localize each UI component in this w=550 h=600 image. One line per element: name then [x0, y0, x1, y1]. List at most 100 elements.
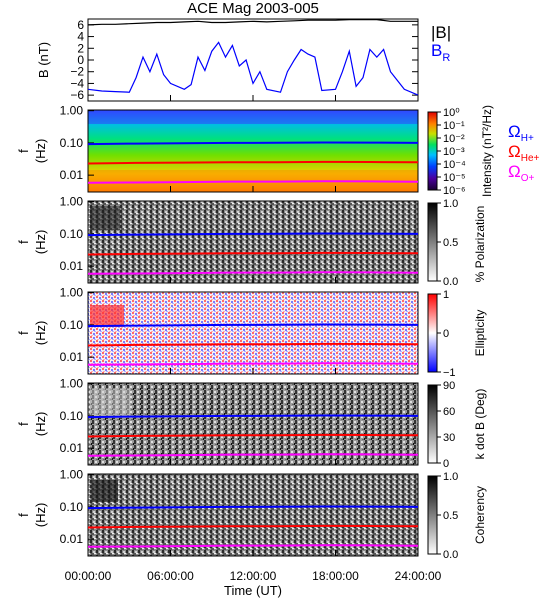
spectrogram-panels: Intensity (nT²/Hz) % Polarization Ellipt… — [87, 105, 494, 557]
spec-ylabel-units: (Hz) — [33, 321, 48, 346]
colorbar-tick-label: 10⁻³ — [443, 146, 465, 158]
panel-coherency-image — [88, 474, 418, 556]
legend-bmag: |B| — [431, 23, 451, 42]
gyrofrequency-line — [87, 433, 419, 438]
legend-br: BR — [431, 41, 450, 64]
legend-omega-h-sub: H+ — [521, 133, 534, 144]
spec-y-tick-label: 1.00 — [60, 377, 84, 391]
x-tick-label: 18:00:00 — [312, 569, 359, 583]
spec-ylabel: f — [16, 149, 31, 153]
spec-ylabel-units: (Hz) — [33, 503, 48, 528]
spec-y-tick-label: 0.01 — [60, 168, 84, 182]
series-bmag-line — [87, 19, 418, 26]
panel-ellipticity-image — [88, 292, 418, 374]
colorbar-tick-label: 1.0 — [443, 471, 458, 483]
colorbar-tick-label: 10⁻² — [443, 133, 465, 145]
spec-y-tick-label: 0.01 — [60, 532, 84, 546]
colorbar-tick-label: 10⁻¹ — [443, 120, 465, 132]
legend-omega-h: ΩH+ — [508, 122, 534, 144]
chart-title: ACE Mag 2003-005 — [187, 0, 319, 17]
legend-omega-he: ΩHe+ — [508, 142, 540, 164]
gyrofrequency-line — [87, 160, 419, 165]
gyrofrequency-line — [87, 524, 419, 529]
panel-coherency-dark-patch — [92, 480, 118, 502]
gyrofrequency-line — [87, 414, 419, 419]
colorbar-tick-label: 10⁰ — [443, 107, 460, 119]
spec-y-tick-label: 0.01 — [60, 441, 84, 455]
panel-ellipticity-red-patch — [90, 305, 124, 327]
spec-y-tick-label: 1.00 — [60, 286, 84, 300]
colorbar-tick-label: 10⁻⁵ — [443, 172, 466, 184]
x-tick-label: 24:00:00 — [395, 569, 442, 583]
legend-omega-o-main: Ω — [508, 162, 521, 181]
gyrofrequency-line — [87, 141, 419, 146]
spec-ylabel-units: (Hz) — [33, 139, 48, 164]
field-y-tick-label: 6 — [77, 18, 84, 32]
dynamic-marks: 1.000.100.01f (Hz)10⁰10⁻¹10⁻²10⁻³10⁻⁴10⁻⁵… — [16, 104, 466, 561]
legend-omega-he-main: Ω — [508, 142, 521, 161]
field-y-tick-label: 2 — [77, 41, 84, 55]
colorbar-tick-label: 10⁻⁶ — [443, 185, 466, 197]
panel-field-frame — [87, 18, 419, 102]
colorbar-power-label: Intensity (nT²/Hz) — [480, 105, 494, 197]
spec-ylabel: f — [16, 422, 31, 426]
colorbar-coherency-label: Coherency — [473, 486, 487, 544]
colorbar-kdotb-label: k dot B (Deg) — [473, 389, 487, 460]
spec-y-tick-label: 0.01 — [60, 259, 84, 273]
spec-ylabel: f — [16, 331, 31, 335]
gyrofrequency-line — [87, 323, 419, 328]
colorbar-tick-label: 0.0 — [443, 276, 458, 288]
colorbar-tick-label: 1.0 — [443, 198, 458, 210]
spec-y-tick-label: 1.00 — [60, 468, 84, 482]
spec-ylabel: f — [16, 240, 31, 244]
colorbar-coherency — [427, 475, 438, 555]
panel-ellipticity: Ellipticity — [87, 291, 487, 375]
gyrofrequency-line — [87, 180, 419, 184]
gyrofrequency-line — [87, 342, 419, 347]
panel-field-ylabel: B (nT) — [36, 42, 51, 78]
colorbar-tick-label: 10⁻⁴ — [443, 159, 466, 171]
colorbar-tick-label: 60 — [443, 406, 455, 418]
colorbar-tick-label: 0 — [443, 458, 449, 470]
spec-y-tick-label: 1.00 — [60, 104, 84, 118]
field-y-tick-label: 4 — [77, 30, 84, 44]
panel-kdotb-light-patch — [90, 388, 130, 418]
gyro-legend: ΩH+ ΩHe+ ΩO+ — [508, 122, 540, 184]
spec-y-tick-label: 0.10 — [60, 136, 84, 150]
colorbar-tick-label: 0.5 — [443, 510, 458, 522]
colorbar-tick-label: 90 — [443, 380, 455, 392]
panel-polarization: % Polarization — [87, 200, 487, 284]
panel-power-highband — [88, 110, 418, 124]
legend-br-sub: R — [442, 52, 450, 64]
panel-kdotb-image — [88, 383, 418, 465]
field-y-tick-label: −2 — [70, 65, 84, 79]
panel-coherency: Coherency — [87, 473, 487, 557]
colorbar-ellipticity — [427, 293, 438, 373]
legend-omega-o-sub: O+ — [521, 173, 535, 184]
colorbar-tick-label: 0.0 — [443, 549, 458, 561]
x-tick-label: 06:00:00 — [147, 569, 194, 583]
panel-field-ylabel-text: B (nT) — [36, 42, 51, 78]
field-y-tick-label: 0 — [77, 53, 84, 67]
colorbar-polarization-label: % Polarization — [473, 206, 487, 283]
gyrofrequency-line — [87, 251, 419, 256]
legend-omega-h-main: Ω — [508, 122, 521, 141]
colorbar-ellipticity-label: Ellipticity — [473, 310, 487, 357]
spec-ylabel-units: (Hz) — [33, 412, 48, 437]
spec-y-tick-label: 0.10 — [60, 227, 84, 241]
colorbar-tick-label: 0.5 — [443, 237, 458, 249]
panel-polarization-image — [88, 201, 418, 283]
spec-ylabel: f — [16, 513, 31, 517]
colorbar-polarization — [427, 202, 438, 282]
spec-y-tick-label: 0.10 — [60, 318, 84, 332]
spec-y-tick-label: 0.10 — [60, 500, 84, 514]
legend-br-main: B — [431, 41, 442, 60]
x-axis: 00:00:00 06:00:00 12:00:00 18:00:00 24:00:00 — [65, 95, 442, 583]
colorbar-tick-label: 1 — [443, 289, 449, 301]
gyrofrequency-line — [87, 453, 419, 457]
legend-omega-o: ΩO+ — [508, 162, 534, 184]
gyrofrequency-line — [87, 505, 419, 510]
